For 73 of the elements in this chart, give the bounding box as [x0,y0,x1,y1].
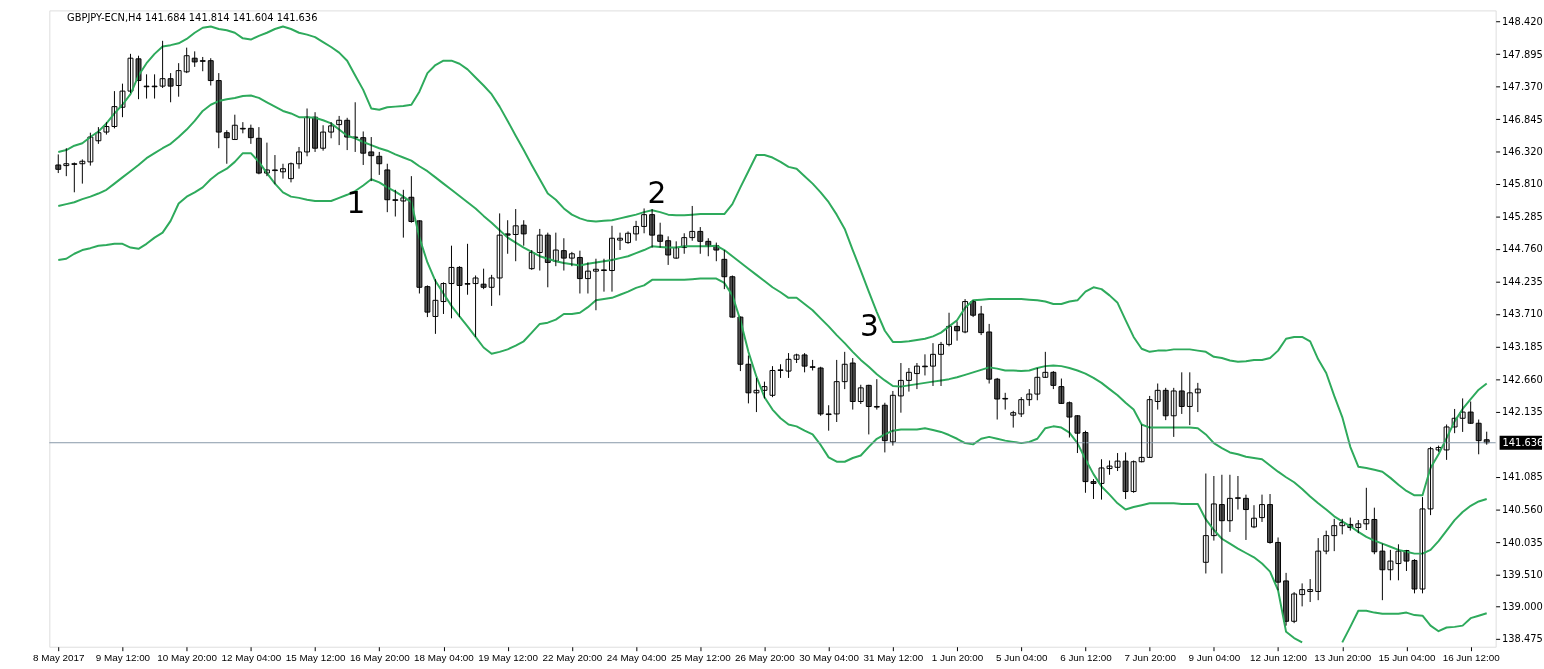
y-tick-label: 145.285 [1502,210,1543,222]
y-tick-label: 139.510 [1502,569,1543,581]
y-tick-label: 141.085 [1502,471,1543,483]
annotation: 3 [859,309,879,344]
x-tick-label: 16 Jun 12:00 [1442,652,1501,664]
x-tick-label: 1 Jun 20:00 [931,652,984,664]
x-tick-label: 24 May 04:00 [606,652,667,664]
candlestick [1194,382,1201,413]
candlestick [560,237,567,272]
candlestick [1002,392,1009,411]
candlestick [239,121,246,134]
candlestick [488,274,495,307]
x-tick-label: 15 May 12:00 [285,652,346,664]
x-tick-label: 9 Jun 04:00 [1188,652,1241,664]
y-tick-label: 144.760 [1502,243,1543,255]
y-tick-label: 147.370 [1502,81,1543,93]
y-tick-label: 140.035 [1502,536,1543,548]
x-tick-label: 12 May 04:00 [221,652,282,664]
x-tick-label: 12 Jun 12:00 [1250,652,1308,664]
x-tick-label: 10 May 20:00 [157,652,218,664]
y-tick-label: 143.185 [1502,341,1543,353]
x-tick-label: 31 May 12:00 [863,652,924,664]
candlestick [199,56,206,72]
candlestick [1355,519,1362,534]
candlestick [1307,578,1314,603]
y-tick-label: 143.710 [1502,308,1543,320]
y-tick-label: 138.475 [1502,633,1543,645]
x-tick-label: 15 Jun 04:00 [1378,652,1436,664]
x-tick-label: 18 May 04:00 [414,652,475,664]
y-tick-label: 142.660 [1502,373,1543,385]
x-tick-label: 22 May 20:00 [542,652,603,664]
annotation: 1 [346,186,366,221]
candlestick [183,47,190,74]
y-tick-label: 148.420 [1502,16,1543,28]
chart-title: GBPJPY-ECN,H4 141.684 141.814 141.604 141.636 [67,12,318,24]
y-tick-label: 146.845 [1502,113,1543,125]
candlestick [480,268,487,290]
candlestick [1026,388,1033,407]
candlestick [1010,410,1017,429]
candlestick [71,162,78,193]
line-series [57,25,1488,497]
x-tick-label: 30 May 04:00 [799,652,860,664]
candlestick [191,50,198,68]
x-tick-label: 5 Jun 04:00 [995,652,1049,664]
candlestick [504,219,511,255]
candlestick [825,404,832,432]
x-tick-label: 19 May 12:00 [478,652,539,664]
candlestick [809,359,816,371]
y-tick-label: 142.135 [1502,406,1543,418]
y-tick-label: 146.320 [1502,146,1543,158]
candlestick [368,136,375,182]
candlestick [392,189,399,218]
y-tick-label: 145.810 [1502,178,1543,190]
y-tick-label: 147.895 [1502,48,1543,60]
x-tick-label: 8 May 2017 [33,652,85,664]
x-tick-label: 26 May 20:00 [735,652,796,664]
candlestick [55,153,62,174]
annotation: 2 [647,175,667,210]
x-tick-label: 6 Jun 12:00 [1060,652,1113,664]
candlestick [167,72,174,103]
y-tick-label: 140.560 [1502,503,1543,515]
y-tick-label: 139.000 [1502,600,1543,612]
candlestick [400,189,407,239]
candlestick [1018,396,1025,418]
candlestick [1467,401,1474,425]
x-tick-label: 25 May 12:00 [670,652,732,664]
candlestick [873,378,880,411]
x-tick-label: 9 May 12:00 [95,652,151,664]
x-tick-label: 13 Jun 20:00 [1314,652,1372,664]
x-tick-label: 16 May 20:00 [349,652,411,664]
x-tick-label: 7 Jun 20:00 [1124,652,1177,664]
y-tick-label: 144.235 [1502,275,1543,287]
candlestick [63,147,70,177]
